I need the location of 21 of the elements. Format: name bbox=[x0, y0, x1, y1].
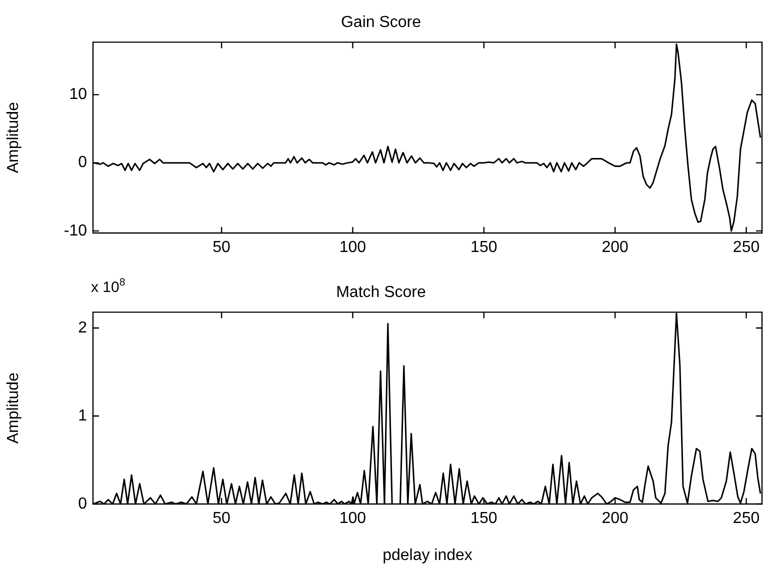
x-tick-label: 150 bbox=[470, 510, 498, 528]
y-tick-label: 0 bbox=[78, 154, 88, 172]
y-tick-label: 0 bbox=[78, 495, 88, 512]
chart-title: Match Score bbox=[336, 284, 426, 302]
x-tick-label: 50 bbox=[212, 239, 231, 256]
x-tick-label: 200 bbox=[602, 510, 629, 528]
x-tick-label: 250 bbox=[732, 510, 760, 528]
y-tick-label: 1 bbox=[78, 407, 88, 424]
x-axis-title: pdelay index bbox=[382, 546, 472, 564]
x-tick-label: 100 bbox=[339, 239, 366, 256]
y-tick-label: 2 bbox=[78, 319, 88, 336]
chart-title: Gain Score bbox=[340, 14, 422, 32]
y-axis-title: Amplitude bbox=[5, 102, 22, 174]
x-tick-label: 50 bbox=[212, 510, 231, 528]
y-tick-label: -10 bbox=[64, 222, 88, 240]
x-tick-label: 150 bbox=[470, 239, 498, 256]
x-tick-label: 250 bbox=[732, 239, 760, 256]
x-tick-label: 100 bbox=[339, 510, 366, 528]
y-axis-title: Amplitude bbox=[5, 372, 22, 444]
x-tick-label: 200 bbox=[602, 239, 629, 256]
y-tick-label: 10 bbox=[69, 86, 88, 104]
